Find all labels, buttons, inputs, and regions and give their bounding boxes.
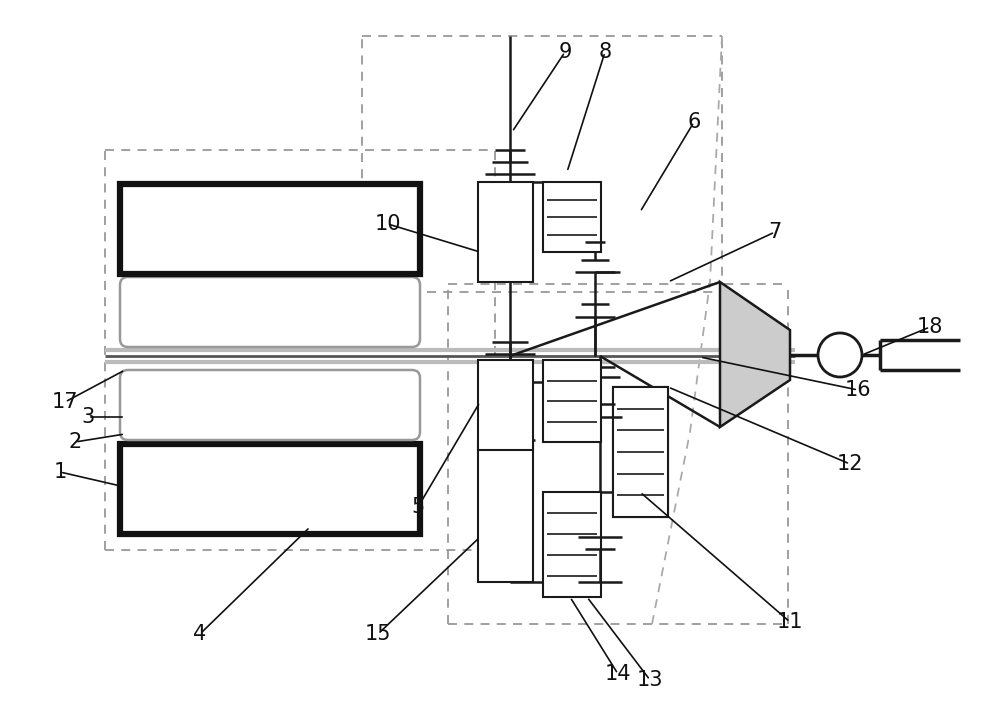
Text: 9: 9 (558, 42, 572, 62)
Bar (478, 182, 533, 282)
Circle shape (818, 333, 862, 377)
Text: 16: 16 (845, 380, 871, 400)
Bar (478, 442, 533, 582)
Text: 7: 7 (768, 222, 782, 242)
Text: 12: 12 (837, 454, 863, 474)
Text: 3: 3 (81, 407, 95, 427)
Bar (543, 492, 601, 597)
Text: 18: 18 (917, 317, 943, 337)
Bar (613, 387, 668, 517)
FancyBboxPatch shape (120, 277, 420, 347)
Text: 17: 17 (52, 392, 78, 412)
Bar (120, 444, 420, 534)
Text: 1: 1 (53, 462, 67, 482)
FancyBboxPatch shape (120, 370, 420, 440)
Bar (543, 182, 601, 252)
Text: 13: 13 (637, 670, 663, 690)
Bar (120, 184, 420, 274)
Polygon shape (720, 282, 790, 427)
Text: 8: 8 (598, 42, 612, 62)
Text: 15: 15 (365, 624, 391, 644)
Text: 10: 10 (375, 214, 401, 234)
Text: 4: 4 (193, 624, 207, 644)
Text: 2: 2 (68, 432, 82, 452)
Text: 5: 5 (411, 497, 425, 517)
Bar (613, 387, 668, 517)
Text: 14: 14 (605, 664, 631, 684)
Bar (543, 360, 601, 442)
Text: 6: 6 (687, 112, 701, 132)
Bar (478, 360, 533, 450)
Text: 11: 11 (777, 612, 803, 632)
